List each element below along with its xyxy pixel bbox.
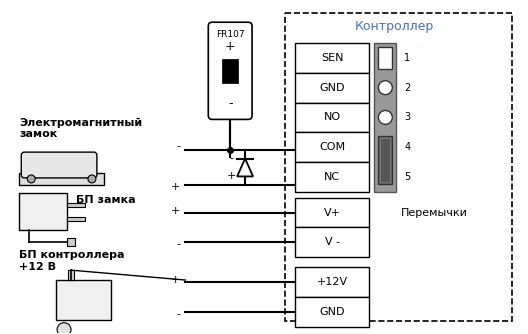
Bar [295, 198, 370, 227]
Polygon shape [237, 159, 253, 176]
Text: +12V: +12V [317, 277, 348, 287]
Text: -: - [176, 239, 181, 249]
FancyBboxPatch shape [208, 22, 252, 119]
Text: -: - [228, 97, 232, 110]
Text: COM: COM [319, 142, 345, 152]
Bar [295, 43, 370, 73]
Text: SEN: SEN [321, 53, 343, 63]
Text: -: - [176, 309, 181, 319]
Text: БП контроллера
+12 В: БП контроллера +12 В [20, 250, 125, 272]
Bar [222, 59, 238, 83]
Text: GND: GND [319, 307, 345, 317]
Bar [295, 297, 370, 327]
Bar [67, 216, 85, 220]
FancyBboxPatch shape [21, 152, 97, 178]
Bar [295, 267, 370, 297]
Text: 2: 2 [404, 83, 410, 93]
Bar [379, 47, 392, 69]
Bar [56, 280, 111, 320]
Text: 3: 3 [404, 113, 410, 123]
Text: V -: V - [325, 237, 340, 247]
Circle shape [379, 111, 392, 124]
Text: +: + [171, 275, 181, 285]
Bar [295, 162, 370, 192]
Text: 5: 5 [404, 172, 410, 182]
Bar [20, 173, 104, 185]
Bar [295, 227, 370, 257]
Bar [374, 43, 397, 192]
Bar [285, 13, 512, 321]
Bar [295, 132, 370, 162]
Text: Перемычки: Перемычки [401, 208, 468, 218]
Text: FR107: FR107 [216, 30, 244, 39]
Bar [67, 203, 85, 207]
Circle shape [379, 81, 392, 95]
Bar [20, 193, 67, 230]
Circle shape [88, 175, 96, 183]
Text: V+: V+ [324, 208, 341, 218]
Bar [68, 270, 74, 280]
Text: +: + [171, 182, 181, 192]
Text: +: + [227, 171, 236, 181]
Text: -: - [229, 154, 233, 164]
Text: -: - [176, 141, 181, 151]
Circle shape [57, 323, 71, 334]
Text: Электромагнитный
замок: Электромагнитный замок [20, 118, 143, 139]
Text: +: + [171, 206, 181, 216]
Text: NO: NO [324, 113, 341, 123]
Text: 4: 4 [404, 142, 410, 152]
Circle shape [27, 175, 35, 183]
Bar [295, 73, 370, 103]
Bar [380, 138, 390, 182]
Text: NC: NC [324, 172, 340, 182]
Text: +: + [225, 39, 235, 52]
Bar [295, 103, 370, 132]
Bar [379, 136, 392, 184]
Bar [67, 238, 75, 246]
Text: GND: GND [319, 83, 345, 93]
Text: БП замка: БП замка [76, 195, 136, 205]
Text: 1: 1 [404, 53, 410, 63]
Text: Контроллер: Контроллер [355, 20, 434, 33]
